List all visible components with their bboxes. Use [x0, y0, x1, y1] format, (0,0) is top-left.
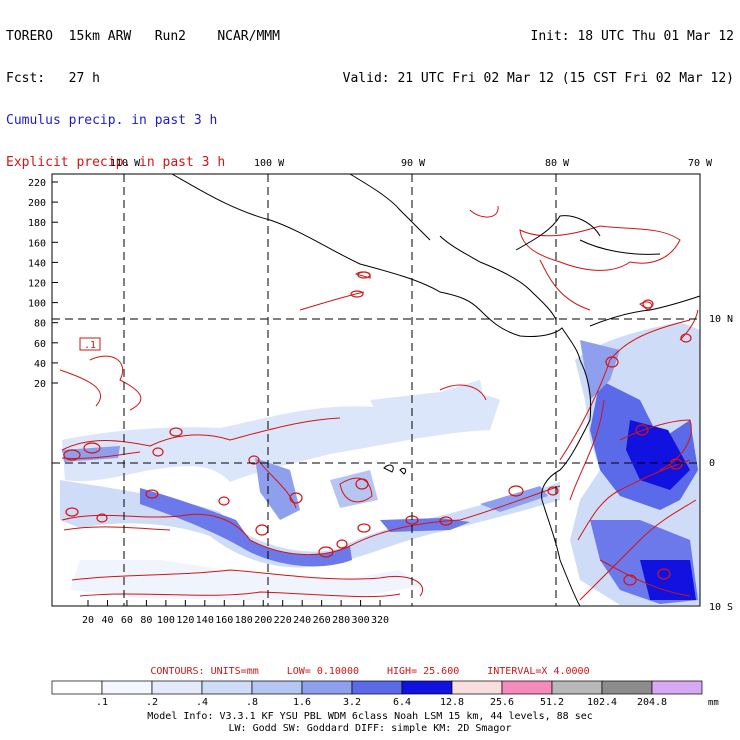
- x-tick-label: 320: [371, 615, 389, 626]
- colorbar-swatch: [601, 680, 653, 695]
- model-info-line2: LW: Godd SW: Goddard DIFF: simple KM: 2D…: [228, 723, 512, 734]
- header-title: TORERO 15km ARW Run2 NCAR/MMM Fcst: 27 h…: [6, 2, 280, 184]
- y-axis-ticks: 220 200 180 160 140 120 100 80 60 40 20: [28, 178, 58, 390]
- colorbar-label: 25.6: [490, 697, 514, 708]
- x-tick-label: 200: [254, 615, 272, 626]
- y-tick-label: 180: [28, 218, 46, 229]
- x-tick-label: 100: [157, 615, 175, 626]
- colorbar-swatch: [51, 680, 103, 695]
- colorbar-swatch: [451, 680, 503, 695]
- colorbar-swatch: [501, 680, 553, 695]
- x-tick-label: 60: [121, 615, 133, 626]
- header-times: Init: 18 UTC Thu 01 Mar 12 Valid: 21 UTC…: [343, 2, 734, 100]
- x-tick-label: 80: [140, 615, 152, 626]
- contour-info: CONTOURS: UNITS=mm LOW= 0.10000 HIGH= 25.6…: [0, 666, 740, 677]
- x-tick-label: 140: [196, 615, 214, 626]
- contour-label-text: .1: [84, 340, 96, 351]
- valid-time: Valid: 21 UTC Fri 02 Mar 12 (15 CST Fri …: [342, 71, 734, 86]
- contour-label-box: [79, 337, 101, 351]
- lat-label: 10 S: [709, 602, 733, 613]
- x-tick-label: 20: [82, 615, 94, 626]
- colorbar-swatch: [251, 680, 303, 695]
- y-tick-label: 120: [28, 279, 46, 290]
- precip-shading: [60, 322, 700, 605]
- colorbar-swatch: [151, 680, 203, 695]
- colorbar-label: 3.2: [343, 697, 361, 708]
- precip-colorbar: .1 .2 .4 .8 1.6 3.2 6.4 12.8 25.6 51.2 102.4 204.8 m…: [51, 680, 719, 708]
- colorbar-label: 51.2: [540, 697, 564, 708]
- colorbar-unit: mm: [708, 698, 719, 708]
- colorbar-swatch: [401, 680, 453, 695]
- y-tick-label: 200: [28, 198, 46, 209]
- x-tick-label: 180: [235, 615, 253, 626]
- colorbar-label: .2: [146, 697, 158, 708]
- colorbar-label: 102.4: [587, 697, 617, 708]
- y-tick-label: 20: [34, 379, 46, 390]
- plot-frame: [51, 173, 701, 607]
- run-info: TORERO 15km ARW Run2 NCAR/MMM: [6, 29, 280, 44]
- lon-label: 70 W: [688, 158, 713, 169]
- contour-low: LOW= 0.10000: [286, 666, 359, 677]
- top-longitude-labels: 110 W 100 W 90 W 80 W 70 W: [110, 158, 713, 169]
- colorbar-label: .8: [246, 697, 258, 708]
- x-tick-label: 120: [176, 615, 194, 626]
- contour-interval: INTERVAL=X 4.0000: [487, 666, 590, 677]
- model-info-line1: Model Info: V3.3.1 KF YSU PBL WDM 6class…: [147, 711, 593, 722]
- y-tick-label: 60: [34, 339, 46, 350]
- explicit-precip-label: Explicit precip. in past 3 h: [6, 155, 226, 170]
- colorbar-swatch: [651, 680, 703, 695]
- x-tick-label: 300: [352, 615, 370, 626]
- y-tick-label: 160: [28, 238, 46, 249]
- colorbar-label: .4: [196, 697, 208, 708]
- colorbar-swatch: [301, 680, 353, 695]
- colorbar-swatch: [101, 680, 153, 695]
- x-tick-label: 160: [215, 615, 233, 626]
- lon-label: 90 W: [401, 158, 426, 169]
- x-tick-label: 40: [101, 615, 113, 626]
- colorbar-label: 12.8: [440, 697, 464, 708]
- y-tick-label: 80: [34, 319, 46, 330]
- lon-label: 80 W: [545, 158, 570, 169]
- y-tick-label: 220: [28, 178, 46, 189]
- y-tick-label: 140: [28, 258, 46, 269]
- x-tick-label: 220: [274, 615, 292, 626]
- colorbar-label: .1: [96, 697, 108, 708]
- y-tick-label: 100: [28, 299, 46, 310]
- contour-units: CONTOURS: UNITS=mm: [150, 666, 259, 677]
- x-axis-ticks: 20 40 60 80 100 120 140 160 180 200 220 240 260 280 30…: [82, 600, 389, 626]
- forecast-hour: Fcst: 27 h: [6, 71, 100, 86]
- colorbar-swatch: [551, 680, 603, 695]
- explicit-contour-rings: [63, 271, 692, 586]
- x-tick-label: 240: [293, 615, 311, 626]
- colorbar-swatch: [201, 680, 253, 695]
- lon-label: 100 W: [254, 158, 285, 169]
- contour-high: HIGH= 25.600: [387, 666, 460, 677]
- explicit-contours: [59, 205, 699, 601]
- colorbar-swatch: [351, 680, 403, 695]
- lat-lon-grid: [52, 174, 700, 606]
- lat-label: 10 N: [709, 314, 733, 325]
- init-time: Init: 18 UTC Thu 01 Mar 12: [530, 29, 735, 44]
- colorbar-label: 6.4: [393, 697, 411, 708]
- lat-label: 0: [709, 458, 715, 469]
- lon-label: 110 W: [110, 158, 141, 169]
- colorbar-label: 204.8: [637, 697, 667, 708]
- colorbar-label: 1.6: [293, 697, 311, 708]
- right-latitude-labels: 10 N 0 10 S: [709, 314, 733, 613]
- x-tick-label: 280: [332, 615, 350, 626]
- x-tick-label: 260: [313, 615, 331, 626]
- cumulus-precip-label: Cumulus precip. in past 3 h: [6, 113, 218, 128]
- y-tick-label: 40: [34, 359, 46, 370]
